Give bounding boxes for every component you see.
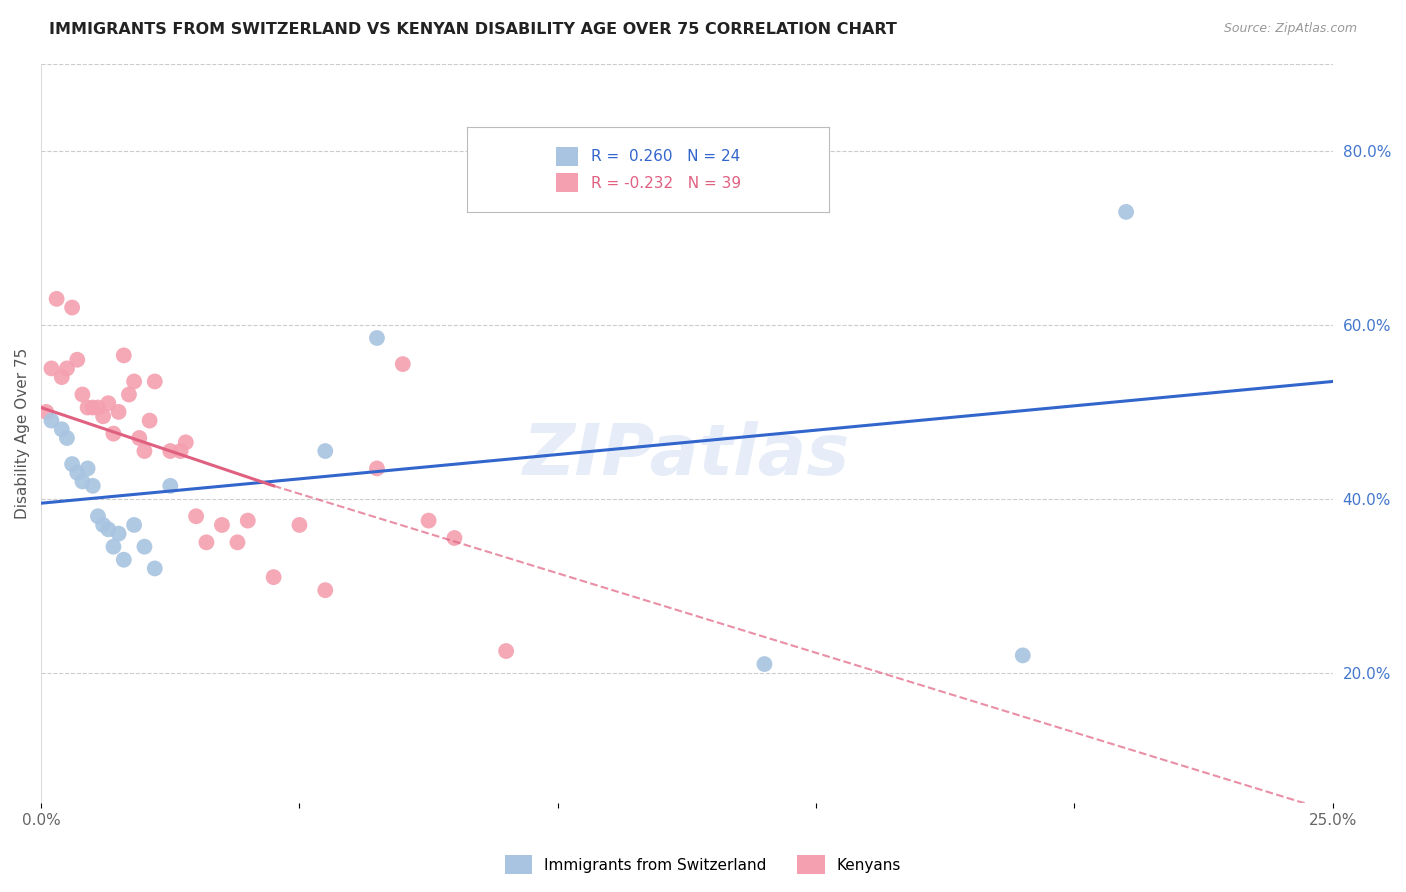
Point: [72, 387, 94, 401]
Point: [159, 444, 181, 458]
Point: [143, 375, 166, 389]
Point: [314, 583, 336, 598]
Point: [60, 457, 83, 471]
Point: [56, 431, 79, 445]
Point: [112, 348, 135, 362]
Point: [314, 444, 336, 458]
Point: [91, 409, 114, 424]
Text: IMMIGRANTS FROM SWITZERLAND VS KENYAN DISABILITY AGE OVER 75 CORRELATION CHART: IMMIGRANTS FROM SWITZERLAND VS KENYAN DI…: [49, 22, 897, 37]
Point: [169, 444, 191, 458]
Point: [41, 361, 63, 376]
Point: [1115, 205, 1137, 219]
Point: [195, 535, 218, 549]
Legend: Immigrants from Switzerland, Kenyans: Immigrants from Switzerland, Kenyans: [499, 849, 907, 880]
Point: [754, 657, 776, 671]
Point: [87, 509, 110, 524]
Point: [45, 292, 67, 306]
Point: [107, 526, 129, 541]
Point: [107, 405, 129, 419]
Point: [134, 444, 156, 458]
Text: Source: ZipAtlas.com: Source: ZipAtlas.com: [1223, 22, 1357, 36]
Point: [236, 514, 259, 528]
Point: [418, 514, 440, 528]
Point: [495, 644, 517, 658]
Point: [1011, 648, 1033, 663]
Point: [122, 375, 145, 389]
Point: [76, 461, 98, 475]
Point: [174, 435, 197, 450]
Point: [82, 479, 104, 493]
Point: [138, 414, 160, 428]
Point: [41, 414, 63, 428]
Text: ZIPatlas: ZIPatlas: [523, 421, 851, 491]
Point: [443, 531, 465, 545]
Point: [288, 518, 311, 533]
Point: [112, 553, 135, 567]
Point: [97, 522, 120, 536]
Point: [56, 361, 79, 376]
Point: [103, 426, 125, 441]
Point: [51, 370, 73, 384]
Point: [366, 461, 388, 475]
Point: [366, 331, 388, 345]
Point: [128, 431, 150, 445]
Point: [143, 561, 166, 575]
Point: [391, 357, 413, 371]
Point: [76, 401, 98, 415]
Point: [66, 352, 89, 367]
Point: [118, 387, 141, 401]
Point: [159, 479, 181, 493]
Point: [66, 466, 89, 480]
Point: [91, 518, 114, 533]
Point: [211, 518, 233, 533]
Point: [263, 570, 285, 584]
Point: [35, 405, 58, 419]
Point: [184, 509, 207, 524]
Point: [72, 475, 94, 489]
Point: [87, 401, 110, 415]
Y-axis label: Disability Age Over 75: Disability Age Over 75: [15, 348, 30, 519]
Point: [134, 540, 156, 554]
Point: [82, 401, 104, 415]
Point: [122, 518, 145, 533]
Point: [103, 540, 125, 554]
Point: [226, 535, 249, 549]
Point: [60, 301, 83, 315]
Point: [51, 422, 73, 436]
Point: [97, 396, 120, 410]
